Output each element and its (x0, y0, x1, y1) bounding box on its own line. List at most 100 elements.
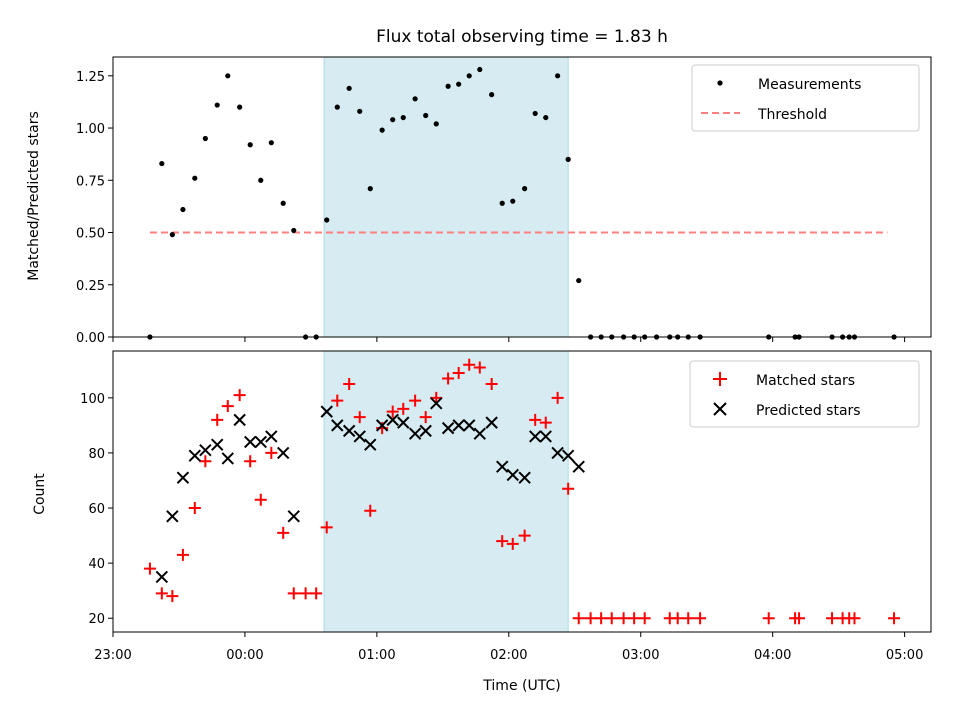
bottom-y-axis-ticks: 20 40 60 80 100 (80, 392, 113, 627)
measurement-point (555, 73, 561, 79)
matched-star-point (188, 502, 201, 515)
predicted-star-point (188, 449, 202, 462)
measurement-point (367, 186, 373, 192)
predicted-star-point (331, 419, 344, 432)
measurement-point (565, 156, 571, 162)
measurement-point (499, 200, 505, 206)
matched-star-point (299, 587, 312, 600)
matched-star-point (320, 521, 333, 534)
measurement-point (324, 217, 330, 223)
predicted-star-point (176, 471, 190, 484)
legend-marker-matched (713, 372, 727, 386)
measurement-point (423, 112, 429, 119)
predicted-star-point (506, 468, 519, 482)
measurement-point (477, 66, 483, 73)
measurement-point (489, 92, 495, 98)
predicted-star-point (386, 413, 399, 427)
legend-label-measurements: Measurements (758, 77, 861, 93)
measurement-point (291, 227, 297, 234)
matched-star-point (176, 548, 189, 561)
matched-star-point (671, 612, 684, 625)
matched-star-point (419, 411, 432, 424)
matched-star-point (211, 413, 224, 426)
matched-star-point (452, 367, 465, 380)
bottom-x-tick-label: 23:00 (94, 648, 131, 663)
predicted-star-point (473, 427, 486, 440)
predicted-star-point (342, 424, 356, 438)
measurement-point (390, 117, 396, 123)
predicted-star-point (572, 460, 585, 473)
predicted-star-point (320, 405, 333, 418)
top-y-tick-label: 0.75 (76, 174, 105, 189)
matched-star-point (628, 612, 641, 625)
matched-star-point (605, 612, 618, 625)
bottom-x-tick-label: 04:00 (754, 648, 791, 663)
matched-star-point (244, 455, 257, 468)
measurement-point (237, 104, 243, 110)
predicted-star-point (375, 419, 389, 432)
predicted-star-point (539, 430, 552, 443)
measurement-point (412, 96, 418, 102)
legend-label-predicted: Predicted stars (756, 403, 861, 419)
matched-star-point (409, 394, 422, 407)
predicted-star-point (244, 435, 257, 449)
predicted-star-point (463, 419, 476, 432)
matched-star-point (430, 391, 443, 404)
measurement-point (159, 160, 165, 167)
bottom-x-axis-ticks: 23:00 00:00 01:00 02:00 03:00 04:00 05:00 (94, 632, 923, 663)
measurement-point (247, 142, 253, 148)
bottom-y-tick-label: 100 (80, 392, 105, 407)
measurement-point (379, 127, 385, 133)
matched-star-point (463, 358, 476, 371)
measurement-point (456, 81, 462, 87)
measurement-point (510, 198, 516, 204)
top-y-tick-label: 1.00 (76, 122, 105, 137)
predicted-star-point (265, 430, 278, 443)
legend-label-threshold: Threshold (757, 107, 827, 123)
measurement-point (357, 108, 363, 114)
measurement-point (202, 135, 208, 142)
predicted-star-point (254, 435, 267, 449)
bottom-y-tick-label: 20 (88, 612, 105, 627)
matched-star-point (848, 612, 861, 625)
predicted-star-point (528, 430, 542, 443)
measurement-point (433, 121, 439, 127)
matched-star-point (310, 587, 323, 600)
matched-star-point (529, 413, 542, 426)
matched-star-point (888, 612, 901, 625)
matched-star-point (826, 612, 839, 625)
matched-stars-points (143, 358, 901, 625)
bottom-x-tick-label: 01:00 (358, 648, 395, 663)
matched-star-point (551, 391, 564, 404)
matched-star-point (572, 612, 585, 625)
x-axis-label: Time (UTC) (482, 678, 560, 694)
matched-star-point (166, 590, 179, 603)
bottom-x-tick-label: 05:00 (886, 648, 923, 663)
measurement-point (466, 73, 472, 79)
predicted-star-point (233, 413, 246, 427)
measurement-point (346, 85, 352, 91)
measurement-point (522, 186, 528, 192)
bottom-legend: Matched stars Predicted stars (689, 360, 920, 428)
bottom-observing-window (323, 350, 569, 633)
top-observing-window (323, 56, 569, 338)
predicted-star-point (419, 424, 432, 438)
bottom-y-tick-label: 60 (88, 502, 105, 517)
matched-star-point (343, 378, 356, 391)
measurement-point (400, 114, 406, 121)
predicted-star-point (397, 416, 410, 429)
bottom-panel: 20 40 60 80 100 23:00 00:00 01:00 02:00 03:00 04:… (32, 350, 932, 694)
predicted-star-point (364, 438, 377, 451)
matched-star-point (386, 405, 399, 418)
matched-star-point (562, 482, 575, 495)
matched-star-point (265, 446, 278, 459)
predicted-star-point (287, 510, 300, 523)
top-y-axis-label: Matched/Predicted stars (26, 111, 42, 281)
predicted-star-point (551, 446, 564, 460)
matched-star-point (233, 389, 246, 402)
legend-marker-predicted (713, 402, 727, 416)
measurement-point (214, 102, 220, 108)
predicted-star-point (430, 397, 443, 410)
bottom-y-axis-label: Count (32, 473, 48, 515)
matched-star-point (155, 587, 168, 600)
